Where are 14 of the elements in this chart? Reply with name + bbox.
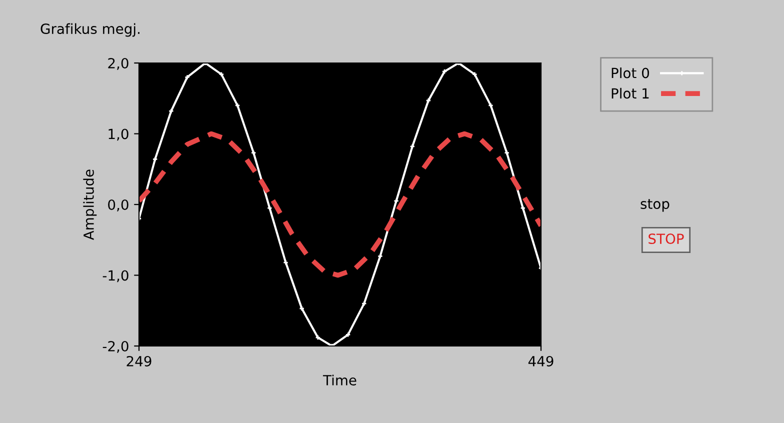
y-tick-label: 1,0 (108, 128, 128, 141)
legend-label: Plot 1 (612, 88, 649, 99)
x-tick-label: 249 (126, 356, 152, 366)
y-tick-label: -1,0 (102, 270, 128, 282)
text: STOP (648, 234, 684, 244)
y-tick-label: -2,0 (102, 340, 128, 353)
chart-title: Grafikus megj. (40, 23, 140, 37)
y-tick-label: 2,0 (108, 58, 128, 70)
text: stop (640, 199, 670, 212)
x-tick-label: 449 (528, 356, 554, 366)
x-axis-title: Time (322, 374, 356, 386)
y-tick-label: 0,0 (108, 199, 128, 212)
legend-label: Plot 0 (612, 68, 650, 78)
y-axis-title: Amplitude (83, 170, 97, 240)
